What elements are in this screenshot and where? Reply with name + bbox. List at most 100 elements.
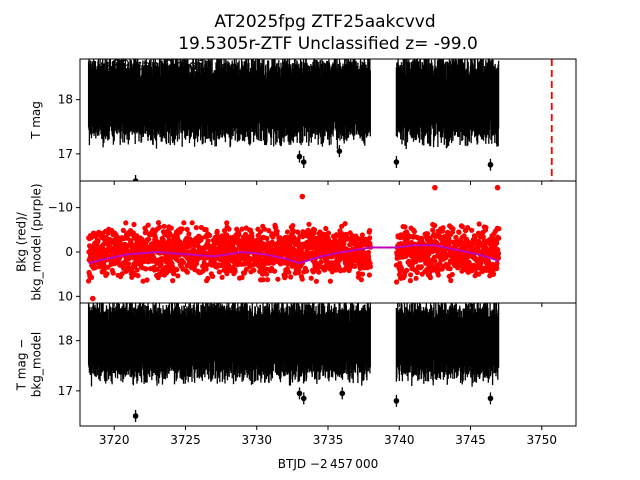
background-point xyxy=(135,273,141,279)
background-point xyxy=(290,223,296,229)
bright-point xyxy=(300,159,307,165)
bright-point xyxy=(393,159,400,165)
background-point xyxy=(432,258,438,264)
background-point xyxy=(329,254,335,260)
background-point xyxy=(261,226,268,232)
background-point xyxy=(358,277,364,283)
background-point xyxy=(260,277,266,283)
background-point xyxy=(478,260,484,266)
background-point xyxy=(450,226,456,232)
x-axis-label: BTJD −2 457 000 xyxy=(278,457,378,471)
background-point xyxy=(437,235,444,241)
background-point xyxy=(296,270,302,276)
x-tick-label: 3725 xyxy=(170,433,201,447)
background-point xyxy=(311,227,318,233)
background-point xyxy=(119,271,125,277)
background-point xyxy=(453,234,459,240)
background-point xyxy=(365,249,371,255)
background-outlier-point xyxy=(299,193,306,200)
background-point xyxy=(251,267,257,273)
y-axis-labels: T mag Bkg (red)/bkg_model (purple) T mag −… xyxy=(15,101,44,397)
background-point xyxy=(146,236,152,242)
background-point xyxy=(367,235,373,241)
background-point xyxy=(323,225,329,232)
background-point xyxy=(189,220,195,226)
background-point xyxy=(205,275,211,281)
background-point xyxy=(264,277,271,283)
background-point xyxy=(304,268,310,274)
background-point xyxy=(494,260,500,266)
background-point xyxy=(95,238,101,244)
background-point xyxy=(168,225,174,231)
background-point xyxy=(367,264,373,270)
background-point xyxy=(264,271,270,277)
background-point xyxy=(402,224,408,230)
background-point xyxy=(423,260,429,266)
background-point xyxy=(480,234,486,240)
background-point xyxy=(295,229,301,235)
background-point xyxy=(120,227,126,233)
background-point xyxy=(299,276,305,282)
chart-title: AT2025fpg ZTF25aakcvvd xyxy=(214,12,435,32)
sector-camera-annotation: s89 cam2ccd1 xyxy=(105,58,207,74)
background-point xyxy=(322,264,328,270)
panel-plot-area xyxy=(87,59,500,181)
bright-point xyxy=(300,395,307,402)
background-point xyxy=(110,270,116,276)
panel-plot-area xyxy=(86,184,502,302)
background-point xyxy=(104,271,110,277)
background-point xyxy=(257,229,263,235)
background-point xyxy=(140,278,146,284)
background-point xyxy=(494,265,500,272)
background-point xyxy=(359,232,365,238)
background-point xyxy=(205,238,211,244)
x-tick-label: 3720 xyxy=(99,433,130,447)
chart-subtitle: 19.5305r-ZTF Unclassified z= -99.0 xyxy=(178,34,478,54)
y-axis-label: T mag − xyxy=(15,339,29,392)
background-point xyxy=(356,270,362,277)
x-tick-label: 3735 xyxy=(313,433,344,447)
background-point xyxy=(161,223,167,229)
background-point xyxy=(266,228,272,234)
background-point xyxy=(291,235,297,241)
bright-point xyxy=(132,178,139,181)
background-point xyxy=(286,269,292,275)
x-axis: 3720 3725 3730 3735 3740 3745 3750 xyxy=(99,181,557,447)
background-point xyxy=(282,273,288,280)
background-point xyxy=(285,261,291,267)
y-axis-label: T mag xyxy=(29,101,43,140)
background-point xyxy=(232,268,238,274)
background-outlier-point xyxy=(432,184,438,191)
background-point xyxy=(432,222,438,229)
background-point xyxy=(239,226,245,232)
background-point xyxy=(166,238,173,244)
background-point xyxy=(145,222,151,228)
background-point xyxy=(290,228,297,234)
background-point xyxy=(219,274,225,280)
background-point xyxy=(226,263,232,269)
background-point xyxy=(424,231,431,237)
background-point xyxy=(448,277,454,284)
background-point xyxy=(88,235,94,241)
bright-point xyxy=(296,153,303,160)
y-tick-label: 0 xyxy=(65,245,73,259)
background-point xyxy=(155,220,162,226)
background-point xyxy=(224,271,230,277)
background-point xyxy=(180,259,187,265)
background-point xyxy=(394,279,400,285)
lightcurve-points xyxy=(87,59,500,149)
background-outlier-point xyxy=(90,295,96,302)
background-point xyxy=(327,278,333,284)
background-point xyxy=(143,228,149,234)
background-point xyxy=(447,266,453,272)
background-point xyxy=(483,224,489,231)
background-outlier-point xyxy=(494,184,501,191)
bright-point xyxy=(296,390,303,397)
background-point xyxy=(435,272,441,278)
background-point xyxy=(139,236,145,242)
background-point xyxy=(430,227,436,233)
background-point xyxy=(476,221,482,227)
